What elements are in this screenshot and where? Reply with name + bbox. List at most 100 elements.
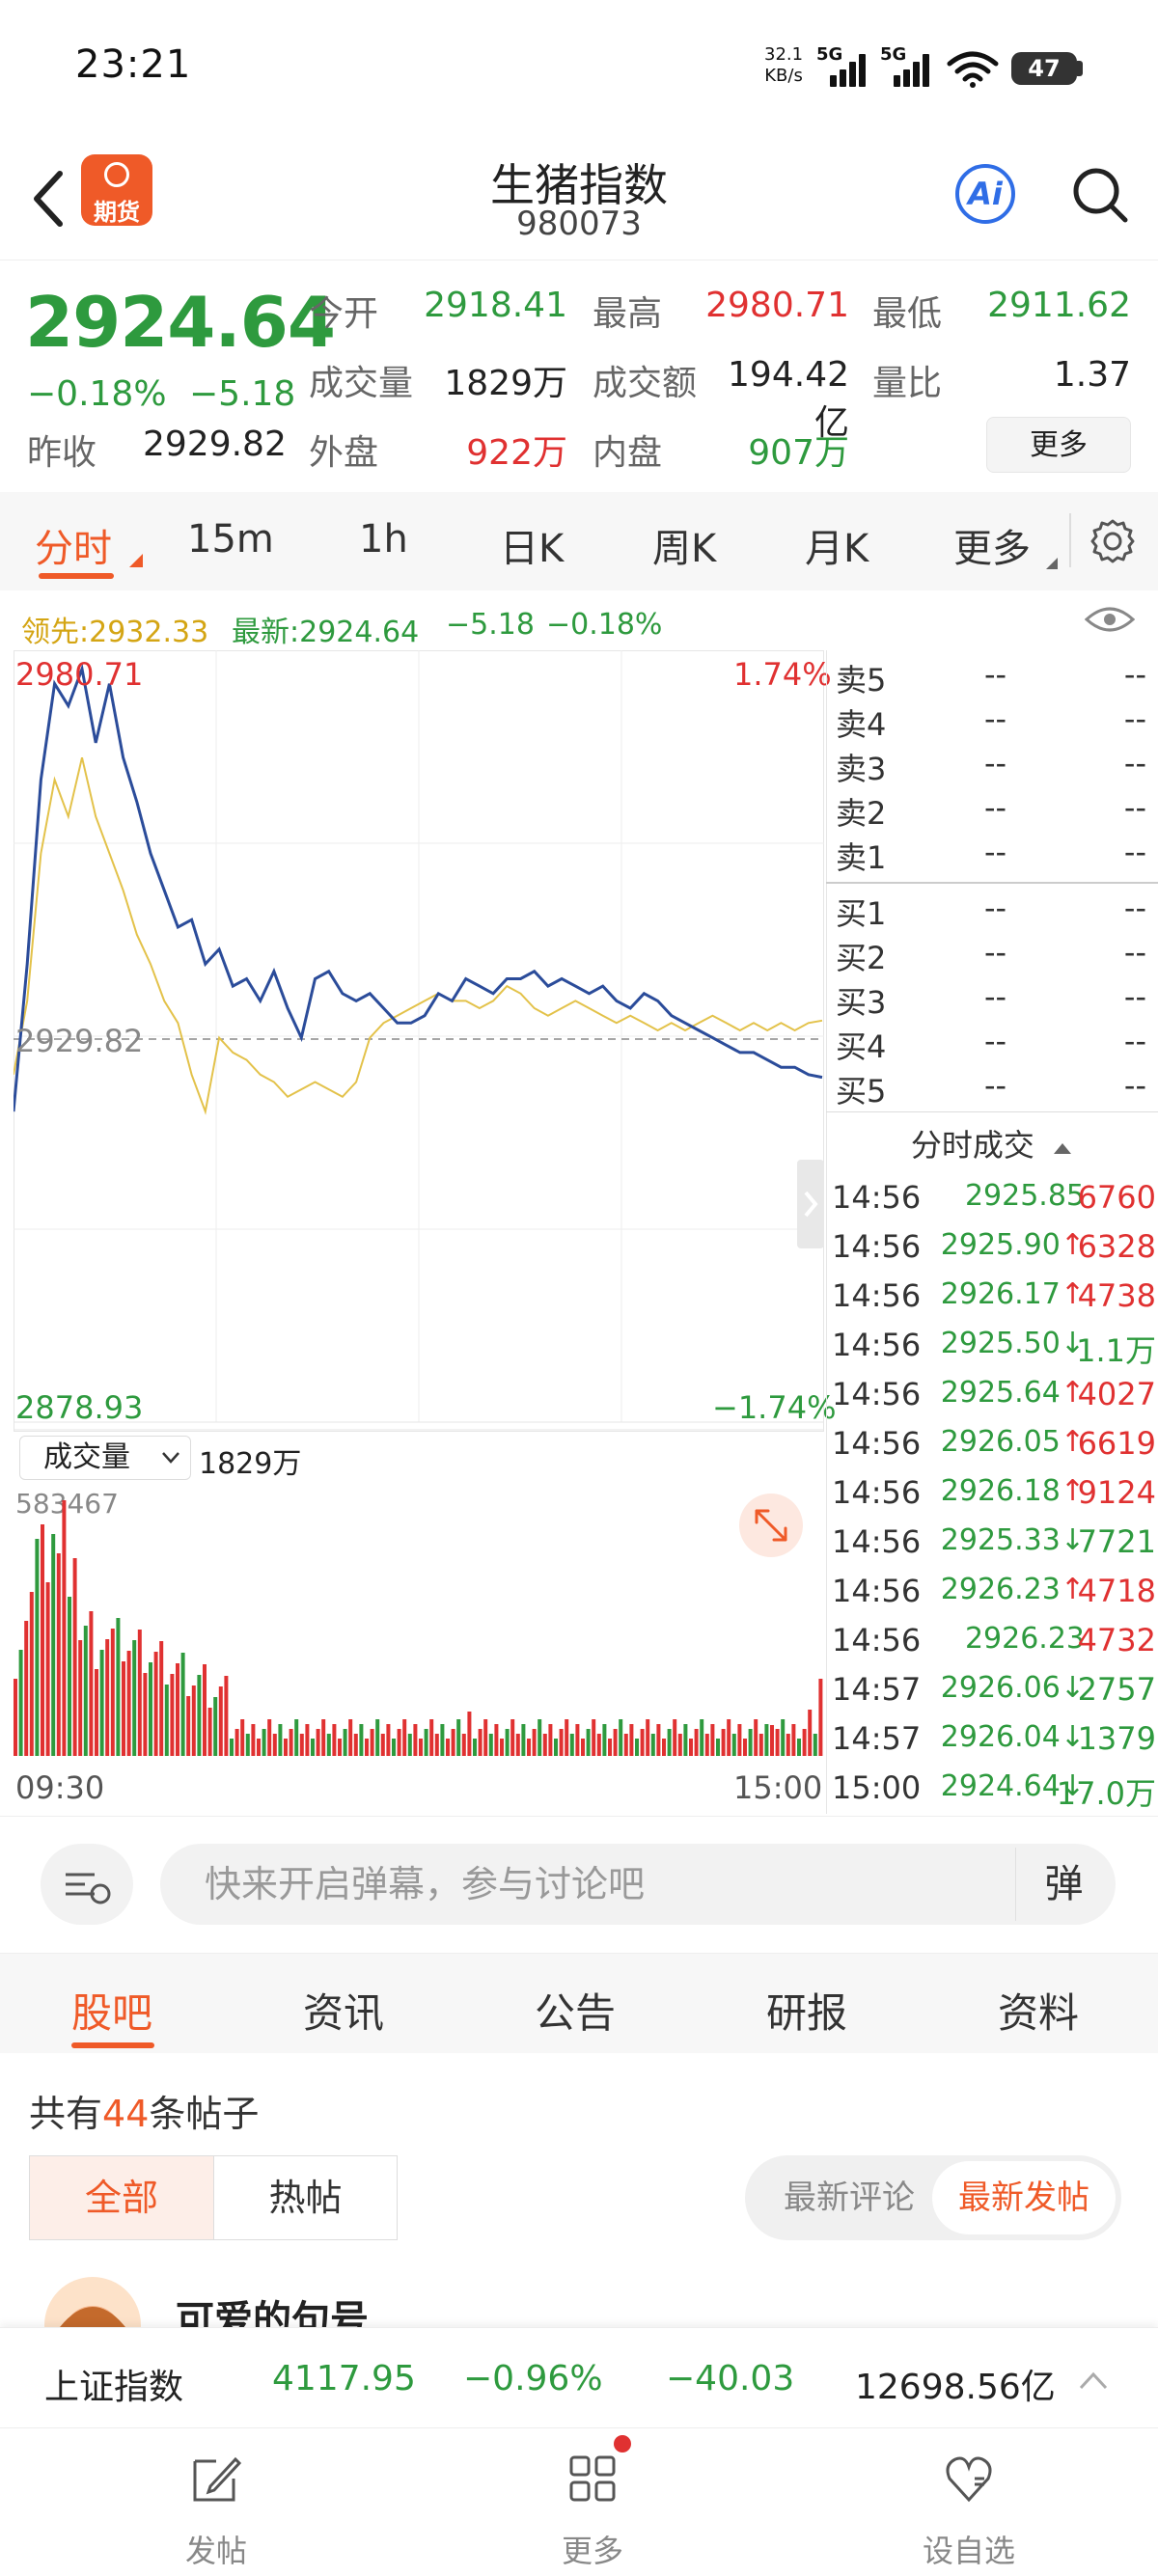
- ask-label: 卖1: [836, 839, 887, 876]
- chevron-up-icon: [1054, 1143, 1072, 1154]
- sort-latest-post[interactable]: 最新发帖: [932, 2161, 1116, 2234]
- axis-bottom-price: 2878.93: [15, 1389, 144, 1426]
- volume-selector-label: 成交量: [43, 1440, 130, 1474]
- sort-latest-comment[interactable]: 最新评论: [784, 2179, 915, 2217]
- volume-bar: [105, 1639, 110, 1756]
- volume-bar: [251, 1724, 256, 1756]
- bid-price: --: [984, 934, 1007, 971]
- tab-research[interactable]: 研报: [766, 1989, 848, 2037]
- back-icon[interactable]: [27, 166, 69, 232]
- nav-post[interactable]: 发帖: [120, 2428, 313, 2576]
- tab-weekly-k[interactable]: 周K: [652, 527, 717, 571]
- ai-icon[interactable]: Ai: [955, 164, 1015, 224]
- volume-bar: [689, 1739, 693, 1756]
- bid-row: 买1 -- --: [830, 890, 1150, 934]
- bid-price: --: [984, 1023, 1007, 1059]
- inner-label: 内盘: [593, 433, 663, 473]
- gear-icon[interactable]: [1089, 517, 1137, 565]
- nav-watchlist[interactable]: 设自选: [872, 2428, 1065, 2576]
- chevron-up-icon[interactable]: [1077, 2365, 1110, 2398]
- volume-bar: [359, 1724, 364, 1756]
- network-type-2: 5G: [880, 44, 907, 65]
- ticker-name: 上证指数: [44, 2368, 184, 2407]
- tab-daily-k[interactable]: 日K: [500, 527, 565, 571]
- ask-row: 卖3 -- --: [830, 745, 1150, 789]
- quote-panel: 2924.64 −0.18% −5.18 昨收 2929.82 今开 2918.…: [0, 262, 1158, 490]
- tab-1h[interactable]: 1h: [359, 517, 408, 562]
- volume-bar: [14, 1679, 17, 1756]
- volume-bar: [24, 1621, 29, 1756]
- volume-bar: [375, 1719, 380, 1756]
- tick-volume: 9124: [1077, 1474, 1156, 1511]
- tab-more-corner-icon: [1046, 558, 1058, 569]
- high-value: 2980.71: [705, 286, 849, 325]
- panel-collapse-handle[interactable]: [797, 1160, 824, 1248]
- volume-bar: [370, 1729, 374, 1756]
- volume-bar: [770, 1725, 774, 1756]
- danmu-input[interactable]: 快来开启弹幕，参与讨论吧: [160, 1844, 1116, 1925]
- volume-bar: [257, 1739, 261, 1756]
- more-button[interactable]: 更多: [986, 417, 1131, 473]
- tab-profile[interactable]: 资料: [998, 1989, 1080, 2037]
- network-type: 5G: [816, 44, 843, 65]
- instrument-code: 980073: [516, 205, 642, 243]
- volume-bar: [592, 1719, 596, 1756]
- tick-price: 2925.33↓: [940, 1523, 1085, 1557]
- grid-icon: [569, 2455, 616, 2502]
- volume-bar: [78, 1640, 83, 1756]
- tick-row: 14:56 2925.64↑ 4027: [832, 1376, 1156, 1424]
- amount-value: 194.42亿: [728, 355, 849, 443]
- volume-bar: [348, 1719, 353, 1756]
- low-value: 2911.62: [987, 286, 1131, 325]
- volume-bar: [186, 1696, 191, 1756]
- tab-announcements[interactable]: 公告: [535, 1989, 617, 2037]
- volume-bar: [110, 1629, 115, 1756]
- tick-volume: 1.1万: [1076, 1332, 1156, 1369]
- nav-more[interactable]: 更多: [496, 2428, 689, 2576]
- logo-text: 期货: [94, 199, 140, 226]
- tick-price: 2926.18↑: [940, 1474, 1085, 1508]
- volume-bar: [456, 1719, 461, 1756]
- volume-selector[interactable]: 成交量: [19, 1436, 191, 1480]
- intraday-chart[interactable]: [14, 650, 824, 1432]
- volume-bar: [332, 1724, 337, 1756]
- tick-row: 14:56 2925.33↓ 7721: [832, 1523, 1156, 1572]
- post-sort: 最新评论 最新发帖: [745, 2155, 1121, 2240]
- volume-bar: [737, 1724, 742, 1756]
- index-ticker[interactable]: 上证指数 4117.95 −0.96% −40.03 12698.56亿: [0, 2327, 1158, 2427]
- danmu-send-button[interactable]: 弹: [1015, 1848, 1112, 1921]
- tab-15m[interactable]: 15m: [187, 517, 274, 562]
- volume-bar: [673, 1719, 677, 1756]
- ask-row: 卖4 -- --: [830, 700, 1150, 745]
- tab-monthly-k[interactable]: 月K: [805, 527, 869, 571]
- legend-latest: 最新:2924.64: [232, 616, 420, 649]
- volume-bar: [89, 1611, 94, 1756]
- volume-bar: [818, 1679, 823, 1756]
- tab-more[interactable]: 更多: [953, 527, 1031, 571]
- tick-row: 14:56 2925.50↓ 1.1万: [832, 1327, 1156, 1375]
- expand-icon[interactable]: [739, 1494, 803, 1557]
- volume-total: 1829万: [199, 1447, 302, 1481]
- volume-bar: [407, 1734, 412, 1756]
- tab-forum[interactable]: 股吧: [71, 1989, 153, 2037]
- post-filter: 全部 热帖: [29, 2155, 398, 2240]
- danmu-toggle-button[interactable]: [41, 1844, 133, 1925]
- volume-bar: [581, 1739, 585, 1756]
- volume-bar: [677, 1734, 682, 1756]
- low-label: 最低: [872, 294, 943, 334]
- volume-bar: [95, 1669, 98, 1756]
- volume-bar: [510, 1719, 515, 1756]
- ask-price: --: [984, 700, 1007, 737]
- volume-bar: [781, 1719, 786, 1756]
- filter-all[interactable]: 全部: [30, 2156, 213, 2239]
- search-icon[interactable]: [1071, 166, 1129, 224]
- volume-bar: [775, 1729, 780, 1756]
- ask-volume: --: [1123, 834, 1146, 870]
- tab-intraday[interactable]: 分时: [35, 527, 112, 571]
- tab-news[interactable]: 资讯: [303, 1989, 385, 2037]
- filter-hot[interactable]: 热帖: [213, 2156, 397, 2239]
- eye-icon[interactable]: [1085, 604, 1135, 635]
- volume-bar: [554, 1739, 558, 1756]
- tick-time: 14:56: [832, 1474, 922, 1511]
- ticks-header[interactable]: 分时成交: [826, 1121, 1158, 1165]
